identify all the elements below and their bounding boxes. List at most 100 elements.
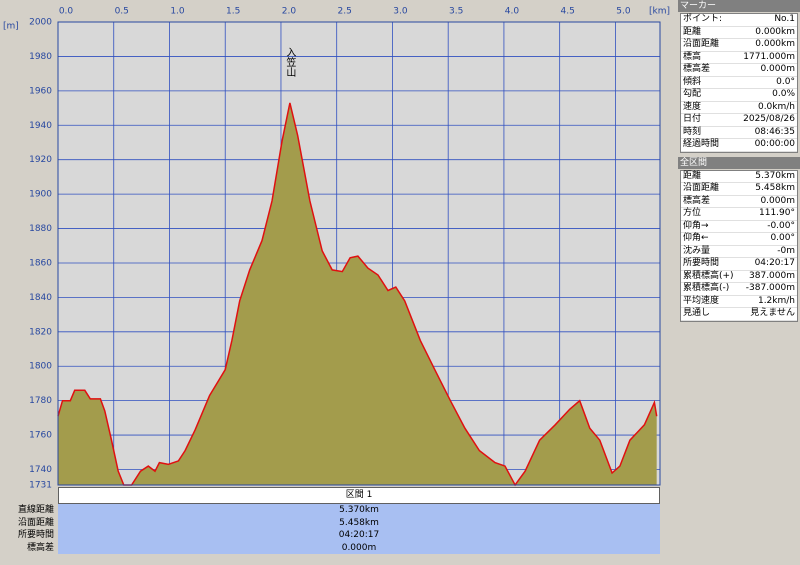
row-value: 0.000km: [755, 39, 795, 49]
area-fill: [58, 102, 657, 486]
row-value: 387.000m: [749, 270, 795, 281]
x-tick-label: 3.0: [393, 7, 408, 17]
panel-row: 累積標高(+) 387.000m: [681, 270, 797, 283]
row-value: 見えません: [750, 308, 795, 318]
y-tick-label: 1731: [29, 481, 52, 491]
x-tick-label: 1.5: [226, 7, 240, 17]
panel-row: 勾配 0.0%: [681, 89, 797, 102]
y-tick-label: 1860: [29, 258, 52, 268]
panel-box: ポイント: No.1 距離 0.000km 沿面距離 0.000km 標高 1771.000m…: [680, 13, 798, 153]
panel-row: 仰角→ -0.00°: [681, 220, 797, 233]
row-label: 仰角→: [683, 220, 709, 231]
panel-row: 距離 5.370km: [681, 170, 797, 183]
row-label: 距離: [683, 170, 702, 181]
row-value: 0.0km/h: [757, 101, 795, 112]
row-label: 所要時間: [683, 258, 720, 268]
y-tick-label: 1840: [29, 293, 52, 303]
row-label: 平均速度: [683, 295, 720, 306]
section-table: 区間 1 直線距離 5.370km 沿面距離 5.458km 所要時間 04:20:17 標高…: [0, 487, 676, 557]
y-tick-label: 1960: [29, 86, 52, 96]
y-tick-label: 1980: [29, 52, 52, 62]
panel-row: 沈み量 -0m: [681, 245, 797, 258]
row-value: No.1: [774, 14, 795, 24]
y-tick-label: 1800: [29, 362, 52, 372]
row-value: -0.00°: [767, 220, 795, 231]
row-label: 時刻: [683, 126, 702, 137]
row-value: 5.370km: [755, 170, 795, 181]
row-label: 沈み量: [683, 245, 711, 256]
panel-row: 標高差 0.000m: [681, 64, 797, 77]
row-value: 2025/08/26: [743, 114, 795, 124]
peak-label: 入笠山: [284, 47, 296, 77]
row-label: 速度: [683, 101, 702, 112]
y-tick-label: 1780: [29, 396, 52, 406]
row-value: -0m: [777, 245, 795, 256]
row-label: 方位: [683, 208, 702, 218]
y-tick-label: 1740: [29, 465, 52, 475]
x-tick-label: 0.0: [59, 7, 74, 17]
row-label: 標高差: [26, 542, 54, 553]
panel-row: 時刻 08:46:35: [681, 126, 797, 139]
row-value: 1771.000m: [743, 51, 795, 62]
row-label: 仰角←: [683, 233, 709, 243]
panel-row: 沿面距離 5.458km: [681, 183, 797, 196]
panel-row: 沿面距離 0.000km: [681, 39, 797, 52]
plot-border: [57, 21, 661, 486]
panel-title: マーカー: [678, 0, 800, 12]
x-tick-label: 0.5: [115, 7, 129, 17]
y-tick-label: 1920: [29, 155, 52, 165]
row-label: 標高差: [683, 195, 711, 206]
panel-row: 標高差 0.000m: [681, 195, 797, 208]
row-label: 日付: [683, 114, 702, 124]
panel-row: 見通し 見えません: [681, 308, 797, 321]
panel-row: 方位 111.90°: [681, 208, 797, 221]
row-label: 標高: [683, 51, 702, 62]
row-label: 沿面距離: [683, 183, 720, 193]
row-label: 沿面距離: [17, 517, 54, 528]
x-tick-label: 3.5: [449, 7, 463, 17]
profile-chart: [m] [km] 1731 1740 1760 1780 1800 1820 1840 186…: [3, 7, 670, 491]
y-tick-label: 1900: [29, 190, 52, 200]
row-label: 勾配: [683, 89, 702, 99]
row-label: 所要時間: [17, 530, 54, 540]
y-tick-label: 2000: [29, 18, 52, 28]
panel-title: 全区間: [678, 156, 800, 169]
row-value: 08:46:35: [754, 126, 795, 137]
panel-row: 累積標高(-) -387.000m: [681, 283, 797, 296]
row-value: 1.2km/h: [757, 295, 795, 306]
y-tick-label: 1940: [29, 121, 52, 131]
row-value: 0.0%: [772, 89, 795, 99]
panel-row: 傾斜 0.0°: [681, 77, 797, 89]
panel-row: 距離 0.000km: [681, 26, 797, 39]
row-value: 5.458km: [755, 183, 795, 193]
y-unit: [m]: [3, 22, 19, 32]
row-label: ポイント:: [683, 14, 723, 24]
panel-row: 仰角← 0.00°: [681, 233, 797, 246]
row-label: 経過時間: [683, 139, 720, 149]
row-value: 0.000m: [58, 541, 660, 554]
row-value: 5.458km: [58, 516, 660, 529]
row-label: 距離: [683, 26, 702, 37]
row-value: 111.90°: [759, 208, 795, 218]
row-value: 0.00°: [770, 233, 795, 243]
y-tick-label: 1820: [29, 327, 52, 337]
panel-row: ポイント: No.1: [681, 14, 797, 27]
row-label: 累積標高(+): [683, 270, 734, 281]
x-tick-label: 1.0: [170, 7, 185, 17]
row-value: -387.000m: [745, 283, 795, 293]
row-value: 04:20:17: [58, 529, 660, 542]
panel-row: 速度 0.0km/h: [681, 101, 797, 114]
row-label: 標高差: [683, 64, 711, 74]
panel-box: 距離 5.370km 沿面距離 5.458km 標高差 0.000m 方位 111.90° 仰角…: [680, 169, 798, 322]
row-value: 0.000m: [760, 195, 795, 206]
row-label: 直線距離: [17, 505, 54, 515]
row-value: 00:00:00: [754, 139, 795, 149]
x-tick-label: 4.0: [505, 7, 520, 17]
row-label: 見通し: [683, 308, 711, 318]
row-value: 5.370km: [58, 504, 660, 517]
x-tick-label: 2.5: [338, 7, 352, 17]
x-tick-label: 2.0: [282, 7, 297, 17]
side-panel: マーカー ポイント: No.1 距離 0.000km 沿面距離 0.000km 標高 1771.…: [678, 0, 800, 565]
panel-row: 所要時間 04:20:17: [681, 258, 797, 271]
